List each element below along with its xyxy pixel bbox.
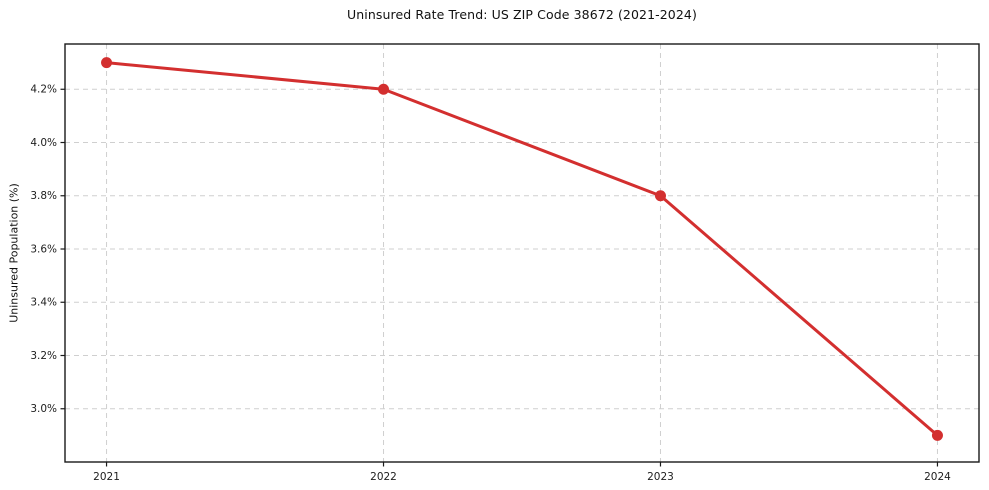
chart-title: Uninsured Rate Trend: US ZIP Code 38672 … <box>347 7 697 22</box>
y-tick-label: 3.4% <box>30 297 57 309</box>
y-tick-label: 3.0% <box>30 403 57 415</box>
trend-line <box>105 61 939 437</box>
y-tick-label: 4.0% <box>30 137 57 149</box>
x-tick-label: 2023 <box>647 471 674 483</box>
y-tick-label: 3.6% <box>30 243 57 255</box>
x-tick-label: 2022 <box>370 471 397 483</box>
data-point-2023 <box>654 190 666 202</box>
data-point-2024 <box>931 429 943 441</box>
data-point-2022 <box>378 83 390 95</box>
data-point-2021 <box>101 57 113 69</box>
y-tick-label: 4.2% <box>30 84 57 96</box>
x-tick-label: 2021 <box>93 471 120 483</box>
plot-border <box>64 43 980 463</box>
y-tick-label: 3.8% <box>30 190 57 202</box>
y-tick-label: 3.2% <box>30 350 57 362</box>
x-tick-label: 2024 <box>924 471 951 483</box>
